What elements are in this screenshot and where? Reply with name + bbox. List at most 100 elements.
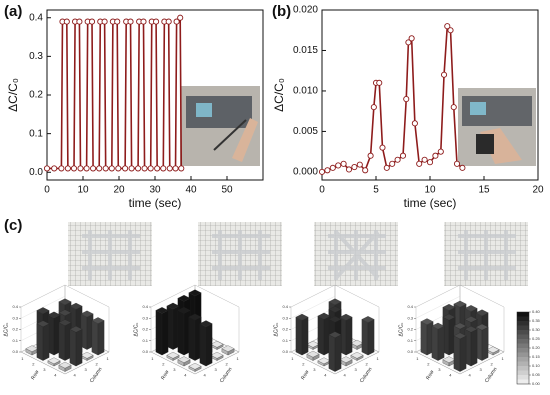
bar-face — [475, 309, 489, 316]
data-point — [165, 18, 172, 25]
bar-face — [69, 329, 77, 367]
data-point — [102, 165, 109, 172]
colorbar-step — [517, 312, 529, 317]
data-point — [437, 148, 444, 155]
y-tick-label: 0.2 — [29, 90, 43, 101]
sensor-photo — [68, 222, 528, 286]
data-point — [421, 156, 428, 163]
row-tick-label: 4 — [324, 372, 327, 377]
data-point — [127, 18, 134, 25]
z-tick-label: 0.0 — [407, 349, 413, 354]
y-tick-label: 0.4 — [29, 12, 43, 23]
data-point — [408, 35, 415, 42]
data-point — [63, 18, 70, 25]
bar-face — [345, 316, 353, 356]
data-point — [416, 160, 423, 167]
data-point — [459, 164, 466, 171]
colorbar-tick-label: 0.35 — [532, 318, 541, 323]
column-axis-title: Column — [359, 366, 374, 384]
x-tick-label: 10 — [424, 185, 436, 196]
row-axis-title: Row — [30, 369, 40, 381]
z-tick-label: 0.0 — [12, 349, 18, 354]
z-axis-title: ΔC/C₀ — [133, 322, 139, 336]
data-point — [379, 144, 386, 151]
bar-face — [464, 326, 478, 333]
column-tick-label: 2 — [226, 361, 229, 366]
bar-3d — [339, 356, 353, 367]
bar-3d — [188, 313, 202, 361]
bar-face — [470, 329, 478, 367]
bar-face — [58, 298, 72, 305]
colorbar-step — [517, 357, 529, 362]
colorbar-tick-label: 0.00 — [532, 381, 541, 386]
data-point — [147, 165, 154, 172]
bar-face — [91, 317, 105, 324]
column-tick-label: 4 — [469, 372, 472, 377]
data-point — [324, 167, 331, 174]
row-axis-title: Row — [425, 369, 435, 381]
inset-photo — [458, 88, 536, 166]
column-tick-label: 3 — [215, 367, 218, 372]
column-tick-label: 1 — [502, 356, 505, 361]
bar-face — [301, 316, 309, 356]
data-point — [345, 166, 353, 173]
colorbar-step — [517, 366, 529, 371]
bar-face — [177, 310, 185, 356]
bar-3d — [166, 302, 180, 350]
data-point — [351, 163, 358, 171]
colorbar-step — [517, 352, 529, 357]
z-tick-label: 0.0 — [282, 349, 288, 354]
bar-face — [431, 322, 445, 330]
bar-face — [177, 307, 191, 314]
bar-face — [210, 352, 224, 359]
x-tick-label: 15 — [478, 185, 490, 196]
colorbar-step — [517, 325, 529, 330]
column-tick-label: 2 — [366, 361, 369, 366]
bar-face — [328, 316, 342, 323]
data-point — [367, 152, 374, 159]
column-tick-label: 3 — [85, 367, 88, 372]
bar-face — [475, 323, 489, 331]
z-tick-label: 0.2 — [282, 327, 288, 332]
data-point — [160, 165, 167, 172]
data-point — [444, 23, 451, 30]
colorbar-step — [517, 379, 529, 384]
data-point — [70, 165, 78, 172]
bar-3d — [328, 331, 342, 372]
colorbar-tick-label: 0.05 — [532, 372, 541, 377]
data-point — [432, 152, 439, 159]
colorbar-step — [517, 334, 529, 339]
y-tick-label: 0.005 — [293, 126, 318, 137]
bar-3d — [486, 346, 500, 356]
data-point — [101, 18, 108, 25]
z-tick-label: 0.1 — [142, 338, 148, 343]
z-axis-title: ΔC/C₀ — [3, 322, 9, 336]
bar-face — [295, 313, 309, 321]
grid-line — [290, 284, 336, 308]
grid-line — [20, 296, 66, 319]
y-tick-label: 0.020 — [293, 5, 318, 16]
z-tick-label: 0.1 — [282, 338, 288, 343]
grid-line — [150, 284, 196, 308]
colorbar-tick-label: 0.40 — [532, 309, 541, 314]
bar-face — [453, 322, 467, 330]
bar-3d — [306, 350, 320, 361]
y-tick-label: 0.0 — [29, 167, 43, 178]
colorbar-step — [517, 375, 529, 380]
row-tick-label: 2 — [162, 361, 165, 366]
bar-3d — [464, 326, 478, 367]
bar-face — [350, 352, 364, 359]
z-tick-label: 0.2 — [407, 327, 413, 332]
bar-face — [442, 304, 456, 311]
bar-3d — [188, 363, 202, 372]
column-tick-label: 4 — [344, 372, 347, 377]
z-tick-label: 0.4 — [282, 304, 288, 309]
z-tick-label: 0.4 — [407, 304, 413, 309]
row-tick-label: 2 — [32, 361, 35, 366]
bar-face — [210, 341, 224, 348]
data-point — [450, 104, 457, 111]
data-point — [335, 162, 342, 169]
bar-3d — [210, 352, 224, 361]
x-tick-label: 0 — [319, 185, 325, 196]
row-tick-label: 3 — [173, 367, 176, 372]
